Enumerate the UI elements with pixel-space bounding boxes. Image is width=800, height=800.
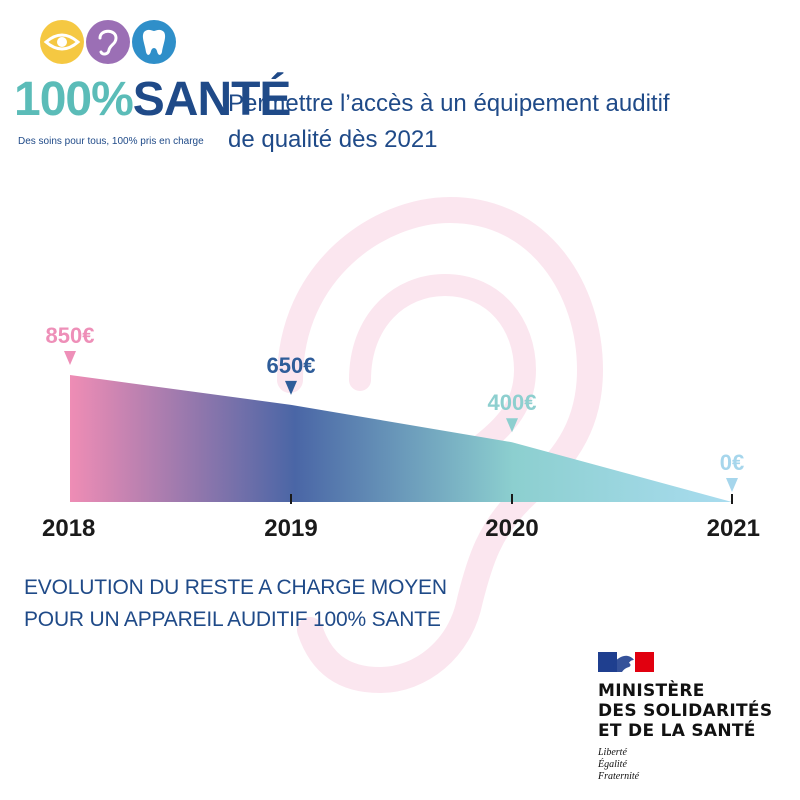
ear-icon — [86, 20, 130, 64]
headline-line1: Permettre l’accès à un équipement auditi… — [228, 90, 670, 117]
x-tick-label: 2020 — [485, 515, 538, 542]
x-tick-label: 2019 — [264, 515, 317, 542]
headline: Permettre l’accès à un équipement auditi… — [228, 86, 768, 158]
ministry-name: MINISTÈRE DES SOLIDARITÉS ET DE LA SANTÉ — [598, 681, 772, 741]
marianne-flag-icon — [598, 652, 654, 672]
data-point-marker — [285, 380, 297, 395]
data-value-label: 850€ — [46, 323, 95, 348]
x-tick-label: 2018 — [42, 515, 95, 542]
logo-wordmark-part2: SANTÉ — [132, 73, 292, 126]
data-point-marker — [506, 418, 518, 433]
motto-line3: Fraternité — [598, 771, 640, 782]
data-value-label: 400€ — [488, 390, 537, 415]
area-chart: 2018 850€ 2019 650€ 2020 400€ 2021 0€ — [42, 323, 760, 542]
motto-line2: Égalité — [598, 759, 627, 770]
data-value-label: 0€ — [720, 450, 744, 475]
ministry-name-line3: ET DE LA SANTÉ — [598, 721, 756, 741]
chart-caption: EVOLUTION DU RESTE A CHARGE MOYEN POUR U… — [24, 572, 447, 636]
background-ear-icon — [277, 196, 604, 694]
area-series — [70, 375, 732, 502]
x-tick-label: 2021 — [707, 515, 760, 542]
eye-icon — [40, 20, 84, 64]
data-point-marker — [726, 478, 738, 492]
republic-motto: Liberté Égalité Fraternité — [598, 747, 639, 783]
caption-line1: EVOLUTION DU RESTE A CHARGE MOYEN — [24, 576, 447, 599]
logo-wordmark: 100%SANTÉ — [14, 72, 292, 128]
caption-line2: POUR UN APPAREIL AUDITIF 100% SANTE — [24, 608, 441, 631]
data-value-label: 650€ — [267, 353, 316, 378]
logo-icons — [40, 20, 176, 64]
ministry-name-line1: MINISTÈRE — [598, 681, 705, 701]
motto-line1: Liberté — [598, 747, 627, 758]
data-point-marker — [64, 351, 76, 365]
logo-wordmark-part1: 100% — [14, 73, 134, 126]
logo-tagline: Des soins pour tous, 100% pris en charge — [18, 136, 204, 147]
ministry-name-line2: DES SOLIDARITÉS — [598, 701, 773, 721]
headline-line2: de qualité dès 2021 — [228, 126, 438, 153]
tooth-icon — [132, 20, 176, 64]
